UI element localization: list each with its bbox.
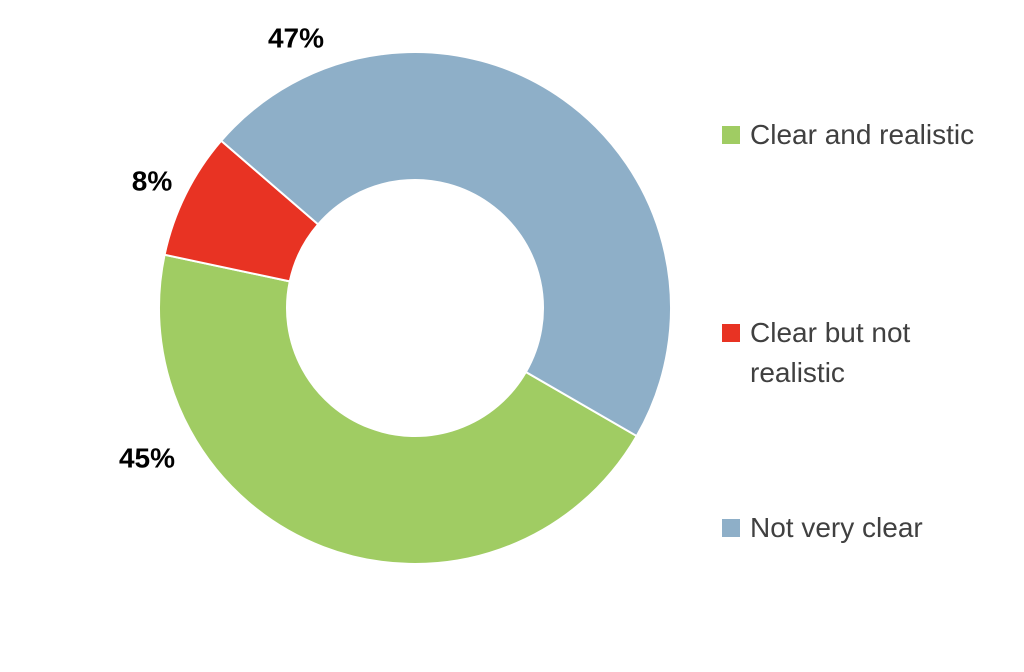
data-label: 8% — [132, 165, 173, 196]
data-label: 47% — [268, 22, 324, 53]
legend-label: Not very clear — [750, 512, 923, 543]
legend-swatch — [722, 519, 740, 537]
legend-label: Clear and realistic — [750, 119, 975, 150]
data-label: 45% — [119, 442, 175, 473]
donut-segment — [158, 253, 639, 565]
donut-segment — [219, 51, 672, 438]
legend-item: Clear and realistic — [722, 115, 1012, 155]
legend-item: Clear but not realistic — [722, 313, 1012, 393]
legend-swatch — [722, 324, 740, 342]
legend-swatch — [722, 126, 740, 144]
legend-item: Not very clear — [722, 508, 1012, 548]
legend-label: Clear but not realistic — [750, 317, 911, 388]
